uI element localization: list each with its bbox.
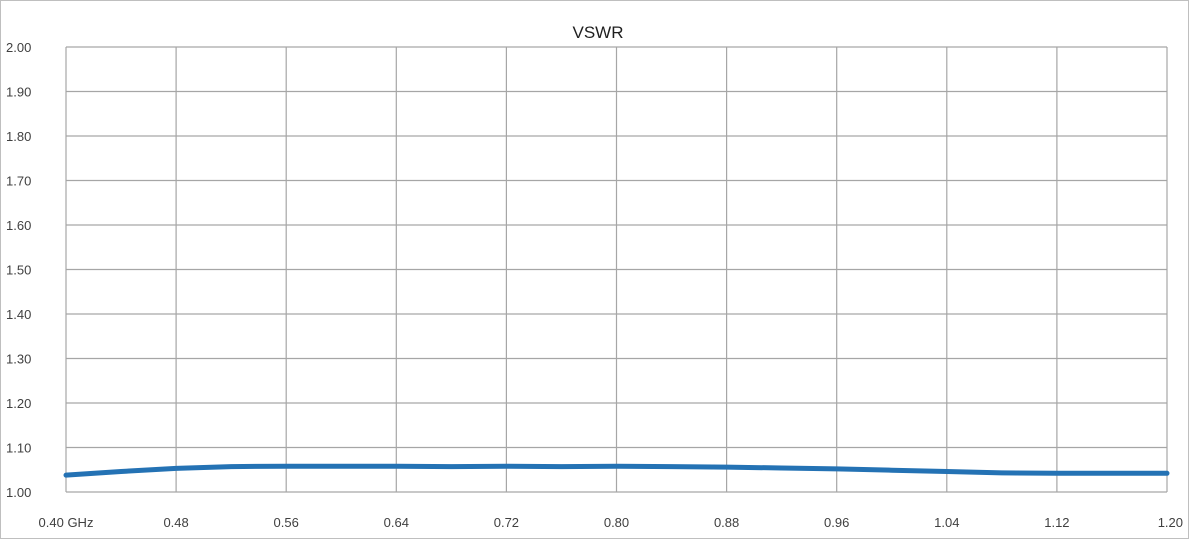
y-axis-tick-labels: 1.00 1.10 1.20 1.30 1.40 1.50 1.60 1.70 1.80 1.90… — [6, 40, 31, 500]
y-tick-label: 1.70 — [6, 174, 31, 189]
x-tick-label: 0.48 — [163, 515, 188, 530]
x-tick-label: 0.88 — [714, 515, 739, 530]
x-tick-label: 0.96 — [824, 515, 849, 530]
y-tick-label: 1.30 — [6, 352, 31, 367]
y-tick-label: 1.00 — [6, 485, 31, 500]
y-tick-label: 1.90 — [6, 85, 31, 100]
x-tick-label: 0.64 — [384, 515, 409, 530]
x-tick-label: 0.56 — [274, 515, 299, 530]
y-tick-label: 1.40 — [6, 307, 31, 322]
y-tick-label: 2.00 — [6, 40, 31, 55]
x-tick-label: 0.40 GHz — [39, 515, 94, 530]
y-tick-label: 1.80 — [6, 129, 31, 144]
series-layer — [63, 463, 1170, 478]
series-line-0 — [63, 463, 1170, 478]
y-tick-label: 1.10 — [6, 441, 31, 456]
x-tick-label: 1.04 — [934, 515, 959, 530]
chart-title: VSWR — [573, 23, 624, 42]
y-tick-label: 1.20 — [6, 396, 31, 411]
x-tick-label: 0.80 — [604, 515, 629, 530]
y-tick-label: 1.60 — [6, 218, 31, 233]
x-axis-tick-labels: 0.40 GHz 0.48 0.56 0.64 0.72 0.80 0.88 0.96 1.04… — [39, 515, 1183, 530]
y-tick-label: 1.50 — [6, 263, 31, 278]
grid-lines — [65, 46, 1168, 493]
x-tick-label: 0.72 — [494, 515, 519, 530]
x-tick-label: 1.12 — [1044, 515, 1069, 530]
x-tick-label: 1.20 — [1158, 515, 1183, 530]
